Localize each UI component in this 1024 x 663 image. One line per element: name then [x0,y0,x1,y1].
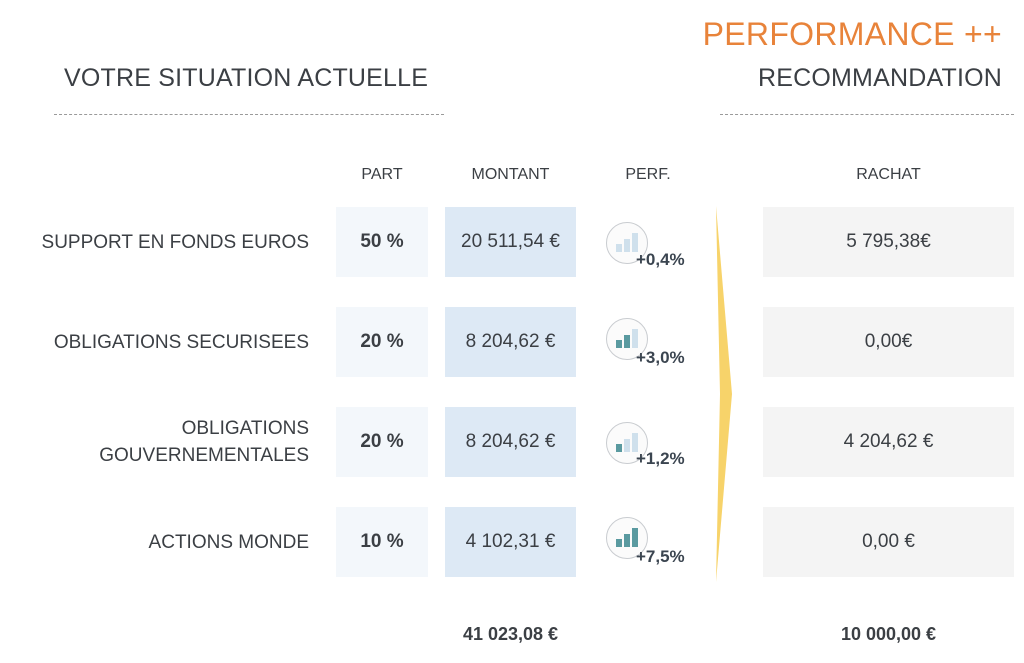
bar-chart-icon [606,318,648,360]
current-situation-title: VOTRE SITUATION ACTUELLE [64,64,429,92]
bar-chart-icon-bar [616,444,622,452]
row-montant: 8 204,62 € [445,307,576,377]
row-perf: +3,0% [636,348,685,367]
row-part: 10 % [336,507,428,577]
row-perf: +0,4% [636,250,685,269]
row-perf: +7,5% [636,547,685,566]
row-label: ACTIONS MONDE [148,531,309,553]
bar-chart-icon-bar [616,244,622,252]
bar-chart-icon-bar [624,335,630,348]
row-montant: 20 511,54 € [445,207,576,277]
row-part: 50 % [336,207,428,277]
bar-chart-icon-bar [632,329,638,348]
column-header-rachat: RACHAT [856,166,921,183]
recommendation-title: RECOMMANDATION [758,64,1002,92]
column-header-montant: MONTANT [471,166,550,183]
row-label: OBLIGATIONS GOUVERNEMENTALES [99,418,309,466]
row-rachat: 0,00€ [763,307,1014,377]
row-rachat: 0,00 € [763,507,1014,577]
bar-chart-icon [606,222,648,264]
column-header-perf: PERF. [625,166,671,183]
bar-chart-icon-bar [624,239,630,252]
bar-chart-icon [606,517,648,559]
row-rachat: 4 204,62 € [763,407,1014,477]
bar-chart-icon-bar [616,340,622,348]
performance-title: PERFORMANCE ++ [702,16,1002,52]
row-label: OBLIGATIONS SECURISEES [53,331,309,353]
row-rachat: 5 795,38€ [763,207,1014,277]
row-part: 20 % [336,307,428,377]
bar-chart-icon-bar [624,534,630,547]
divider-right [720,114,1014,115]
bar-chart-icon-bar [632,528,638,547]
bar-chart-icon-bar [624,439,630,452]
row-label: SUPPORT EN FONDS EUROS [41,231,309,253]
divider-left [54,114,444,115]
total-montant: 41 023,08 € [462,624,559,644]
column-header-part: PART [361,166,403,183]
total-rachat: 10 000,00 € [840,624,937,644]
bar-chart-icon [606,422,648,464]
bar-chart-icon-bar [632,233,638,252]
row-montant: 8 204,62 € [445,407,576,477]
bar-chart-icon-bar [632,433,638,452]
row-perf: +1,2% [636,449,685,468]
bar-chart-icon-bar [616,539,622,547]
recommendation-arrow [716,206,732,582]
row-montant: 4 102,31 € [445,507,576,577]
row-part: 20 % [336,407,428,477]
